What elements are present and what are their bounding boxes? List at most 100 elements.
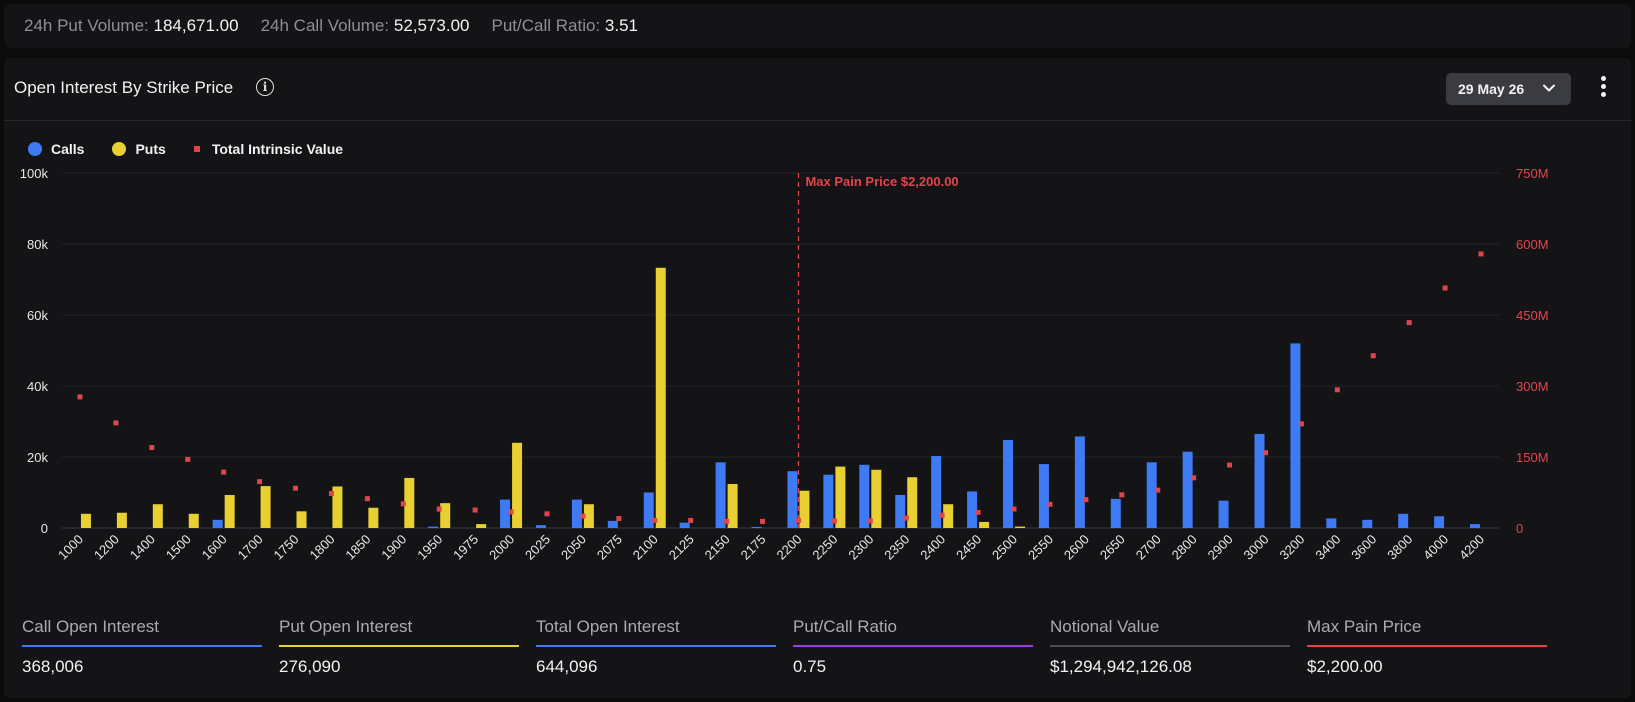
call-bar [1074,436,1085,528]
put-call-ratio-value: 3.51 [604,16,638,35]
call-bar [1362,519,1373,528]
put-call-ratio-label: Put/Call Ratio: [491,16,601,35]
intrinsic-value-point [544,511,550,517]
x-axis-tick: 1750 [271,532,302,563]
expiry-date-label: 29 May 26 [1458,81,1525,97]
x-axis-tick: 2025 [522,532,553,563]
metric-label: Max Pain Price [1307,617,1422,636]
x-axis-tick: 2350 [881,532,912,563]
legend-item-calls[interactable]: Calls [28,141,84,157]
legend-item-intrinsic[interactable]: Total Intrinsic Value [193,141,343,157]
more-vertical-icon[interactable] [1596,76,1610,102]
put-bar [80,513,91,528]
put-bar [332,486,343,528]
x-axis-tick: 1200 [91,532,122,563]
intrinsic-value-point [1406,320,1412,326]
intrinsic-value-point [508,509,514,515]
open-interest-panel: Open Interest By Strike Price i 29 May 2… [4,58,1631,698]
y-axis-right-tick: 750M [1516,166,1549,181]
max-pain-label: Max Pain Price $2,200.00 [805,174,958,189]
intrinsic-value-point [400,501,406,507]
put-volume-value: 184,671.00 [153,16,239,35]
intrinsic-value-point [652,517,658,523]
metric-underline [536,645,776,647]
intrinsic-value-point [1191,475,1197,481]
x-axis-tick: 2450 [953,532,984,563]
put-bar [512,442,523,528]
call-bar [895,494,906,528]
call-bar [500,499,511,528]
call-bar [715,462,726,528]
put-bar [871,469,882,528]
intrinsic-value-point [831,518,837,524]
summary-metrics: Call Open Interest 368,006 Put Open Intere… [22,617,1612,687]
metric-underline [1050,645,1290,647]
intrinsic-value-point [1155,487,1161,493]
call-bar [212,519,223,528]
intrinsic-value-point [867,518,873,524]
metric-label: Put Open Interest [279,617,413,636]
volume-summary-bar: 24h Put Volume: 184,671.00 24h Call Volu… [4,4,1631,48]
put-call-ratio-stat: Put/Call Ratio: 3.51 [492,16,639,36]
call-bar [1326,518,1337,528]
x-axis-tick: 2100 [630,532,661,563]
call-bar [643,492,654,528]
intrinsic-value-point [795,517,801,523]
intrinsic-value-point [580,513,586,519]
y-axis-left-tick: 40k [27,379,48,394]
intrinsic-value-point [760,518,766,524]
metric-label: Total Open Interest [536,617,680,636]
legend-item-puts[interactable]: Puts [112,141,166,157]
x-axis-tick: 2550 [1025,532,1056,563]
put-bar [979,521,990,528]
intrinsic-value-point [1047,501,1053,507]
call-bar [787,471,798,528]
expiry-date-dropdown[interactable]: 29 May 26 [1446,73,1571,105]
x-axis-tick: 3400 [1312,532,1343,563]
x-axis-tick: 2400 [917,532,948,563]
intrinsic-value-point [688,517,694,523]
put-bar [943,504,954,528]
put-bar [655,267,666,528]
y-axis-right-tick: 600M [1516,237,1549,252]
legend-puts-label: Puts [135,141,166,157]
call-bar [428,526,439,528]
x-axis-tick: 2000 [486,532,517,563]
put-bar [1015,526,1026,528]
metric-underline [279,645,519,647]
put-bar [152,504,163,528]
intrinsic-value-point [293,485,299,491]
call-bar [1182,451,1193,528]
info-icon[interactable]: i [256,78,274,96]
y-axis-left-tick: 0 [41,521,48,536]
y-axis-right-tick: 150M [1516,450,1549,465]
put-bar [188,513,199,528]
call-bar [1398,513,1409,528]
x-axis-tick: 3000 [1241,532,1272,563]
metric-value: $2,200.00 [1307,657,1383,676]
x-axis-tick: 2150 [702,532,733,563]
intrinsic-value-point [77,394,83,400]
x-axis-tick: 1850 [342,532,373,563]
open-interest-chart: 0 0 20k 150M 40k 300M 60k 450M 80k 600M 100k 750M 10… [20,166,1549,563]
put-bar [907,477,918,528]
call-bar [679,522,690,528]
put-bar [116,512,127,528]
put-bar [799,490,810,528]
x-axis-tick: 2600 [1061,532,1092,563]
call-bar [1038,464,1049,528]
metric-value: 644,096 [536,657,598,676]
call-volume-stat: 24h Call Volume: 52,573.00 [261,16,470,36]
intrinsic-value-point [903,515,909,521]
x-axis-tick: 3800 [1384,532,1415,563]
call-bar [967,491,978,528]
x-axis-tick: 1800 [307,532,338,563]
metric-label: Put/Call Ratio [793,617,897,636]
x-axis-tick: 2075 [594,532,625,563]
call-bar [1254,433,1265,528]
call-bar [1218,500,1229,528]
metric-call-open-interest: Call Open Interest 368,006 [22,617,262,677]
metric-max-pain-price: Max Pain Price $2,200.00 [1307,617,1547,677]
intrinsic-value-point [616,516,622,522]
intrinsic-value-point [1011,506,1017,512]
